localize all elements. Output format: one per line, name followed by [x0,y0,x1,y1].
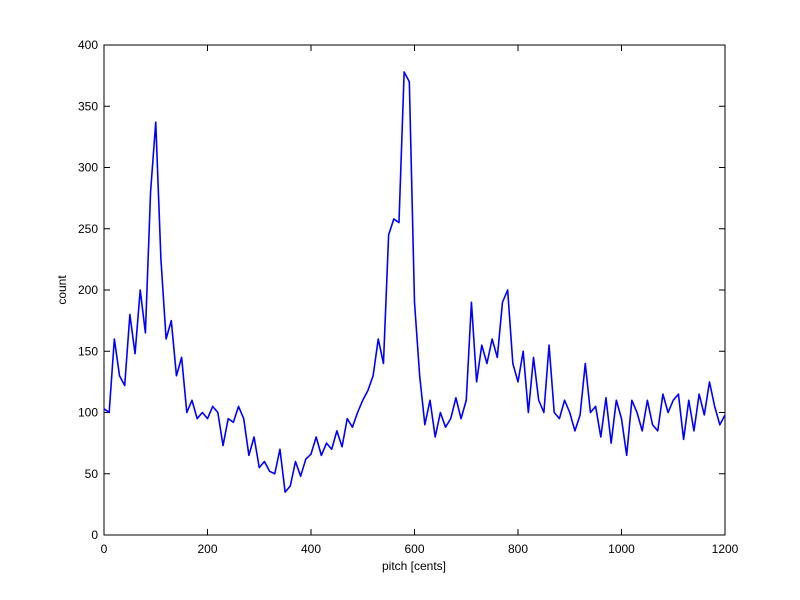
y-tick-label: 150 [78,344,98,358]
x-tick-label: 200 [197,542,217,556]
x-tick-label: 400 [301,542,321,556]
x-axis-label: pitch [cents] [382,559,446,573]
y-tick-label: 350 [78,99,98,113]
data-line [103,71,726,493]
y-tick-label: 50 [85,467,99,481]
x-tick-label: 1200 [712,542,739,556]
y-axis-label: count [55,275,69,305]
y-tick-label: 250 [78,222,98,236]
x-tick-label: 800 [508,542,528,556]
y-tick-label: 0 [91,528,98,542]
y-tick-label: 300 [78,161,98,175]
x-tick-label: 0 [101,542,108,556]
y-tick-label: 400 [78,38,98,52]
x-tick-label: 600 [404,542,424,556]
y-tick-label: 200 [78,283,98,297]
x-tick-label: 1000 [608,542,635,556]
y-tick-label: 100 [78,406,98,420]
